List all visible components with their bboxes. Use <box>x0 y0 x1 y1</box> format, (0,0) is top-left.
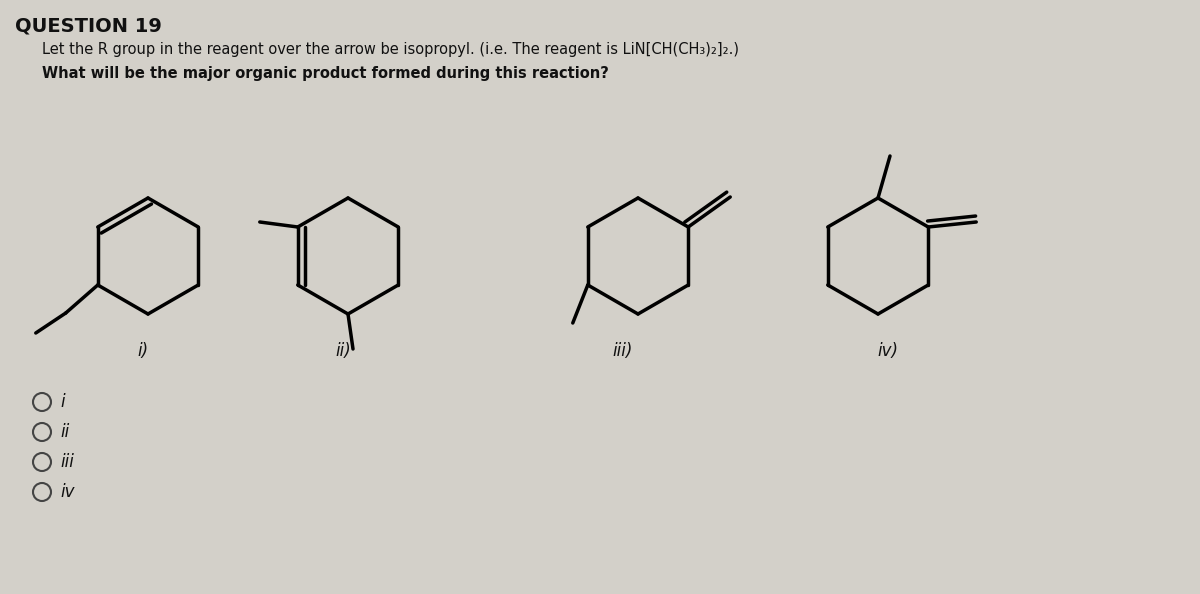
Circle shape <box>34 453 50 471</box>
Circle shape <box>34 483 50 501</box>
Text: iii: iii <box>60 453 74 471</box>
Text: QUESTION 19: QUESTION 19 <box>14 16 162 35</box>
Text: Let the R group in the reagent over the arrow be isopropyl. (i.e. The reagent is: Let the R group in the reagent over the … <box>42 42 739 57</box>
Text: ii): ii) <box>335 342 350 360</box>
Text: iii): iii) <box>613 342 634 360</box>
Text: iv: iv <box>60 483 74 501</box>
Circle shape <box>34 423 50 441</box>
Text: iv): iv) <box>877 342 899 360</box>
Text: What will be the major organic product formed during this reaction?: What will be the major organic product f… <box>42 66 608 81</box>
Text: i): i) <box>138 342 149 360</box>
Circle shape <box>34 393 50 411</box>
Text: i: i <box>60 393 65 411</box>
Text: ii: ii <box>60 423 70 441</box>
